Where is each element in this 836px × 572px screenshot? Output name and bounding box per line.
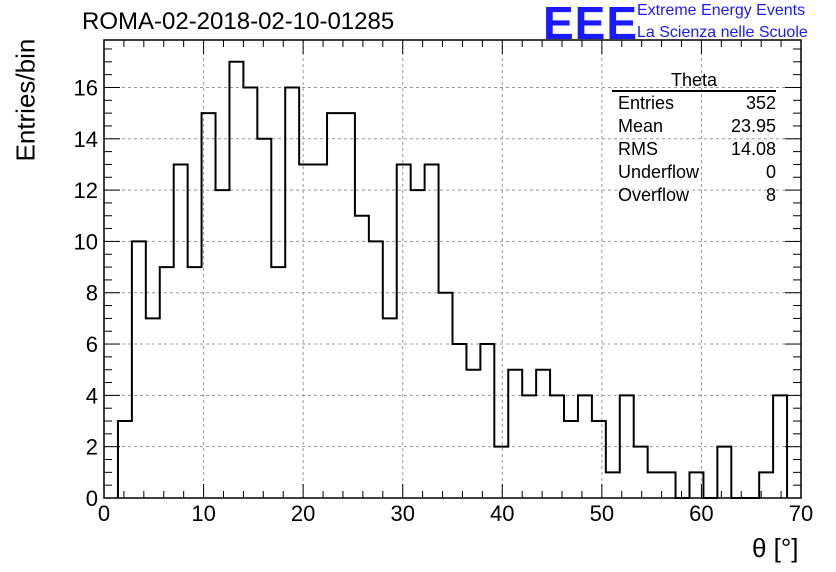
stats-row-overflow: Overflow 8 — [612, 184, 776, 207]
histogram-bin — [397, 164, 411, 498]
stats-value: 14.08 — [730, 139, 776, 159]
histogram-outline — [116, 60, 789, 499]
stats-value: 23.95 — [730, 116, 776, 136]
histogram-bin — [257, 139, 271, 498]
histogram-bin — [606, 472, 620, 498]
histogram-bin — [299, 164, 313, 498]
histogram-bin — [355, 216, 369, 498]
x-tick-label: 50 — [590, 501, 614, 526]
histogram-bin — [160, 267, 174, 498]
histogram-bin — [369, 241, 383, 498]
y-tick-label: 14 — [74, 127, 98, 152]
histogram-bin — [118, 421, 132, 498]
y-tick-label: 10 — [74, 229, 98, 254]
histogram-bin — [313, 164, 327, 498]
stats-box: Theta Entries 352 Mean 23.95 RMS 14.08 U… — [612, 70, 776, 207]
histogram-bin — [592, 421, 606, 498]
histogram-bin — [327, 113, 341, 498]
histogram-bin — [662, 472, 676, 498]
stats-label: Overflow — [618, 185, 690, 205]
histogram-bin — [271, 267, 285, 498]
histogram-bin — [648, 472, 662, 498]
chart-title: ROMA-02-2018-02-10-01285 — [82, 8, 395, 35]
stats-label: Entries — [618, 93, 675, 113]
stats-row-underflow: Underflow 0 — [612, 161, 776, 184]
y-tick-label: 16 — [74, 75, 98, 100]
histogram-bin — [480, 344, 494, 498]
y-tick-label: 2 — [86, 435, 98, 460]
stats-row-entries: Entries 352 — [612, 92, 776, 115]
y-tick-label: 6 — [86, 332, 98, 357]
histogram-bin — [146, 318, 160, 498]
histogram-bin — [383, 318, 397, 498]
stats-label: RMS — [618, 139, 658, 159]
x-tick-label: 30 — [390, 501, 414, 526]
x-tick-label: 40 — [490, 501, 514, 526]
histogram-bin — [564, 421, 578, 498]
y-tick-label: 4 — [86, 383, 98, 408]
logo-caption-1: Extreme Energy Events — [637, 2, 806, 19]
histogram-bin — [425, 164, 439, 498]
stats-label: Mean — [618, 116, 664, 136]
histogram-bin — [508, 370, 522, 498]
stats-value: 352 — [745, 93, 776, 113]
stats-label: Underflow — [618, 162, 700, 182]
stats-row-rms: RMS 14.08 — [612, 138, 776, 161]
logo-caption-2: La Scienza nelle Scuole — [637, 24, 808, 41]
histogram-bin — [717, 447, 731, 498]
histogram-bin — [174, 164, 188, 498]
x-axis-label: θ [°] — [752, 533, 799, 563]
x-tick-label: 10 — [191, 501, 215, 526]
histogram-bin — [341, 113, 355, 498]
histogram-bin — [466, 370, 480, 498]
histogram-bin — [216, 190, 230, 498]
histogram-bin — [132, 241, 146, 498]
y-tick-label: 0 — [86, 486, 98, 511]
x-tick-label: 70 — [789, 501, 813, 526]
stats-value: 8 — [765, 185, 776, 205]
histogram-bin — [634, 447, 648, 498]
x-tick-label: 60 — [689, 501, 713, 526]
x-tick-label: 0 — [98, 501, 110, 526]
x-tick-label: 20 — [291, 501, 315, 526]
stats-title: Theta — [612, 70, 776, 92]
y-tick-label: 12 — [74, 178, 98, 203]
y-tick-label: 8 — [86, 281, 98, 306]
histogram-bin — [494, 447, 508, 498]
eee-logo: EEE — [543, 0, 639, 49]
stats-value: 0 — [765, 162, 776, 182]
histogram-bin — [536, 370, 550, 498]
stats-row-mean: Mean 23.95 — [612, 115, 776, 138]
histogram-bin — [229, 62, 243, 498]
histogram-bin — [453, 344, 467, 498]
histogram-bin — [188, 267, 202, 498]
plot-frame — [103, 39, 802, 499]
